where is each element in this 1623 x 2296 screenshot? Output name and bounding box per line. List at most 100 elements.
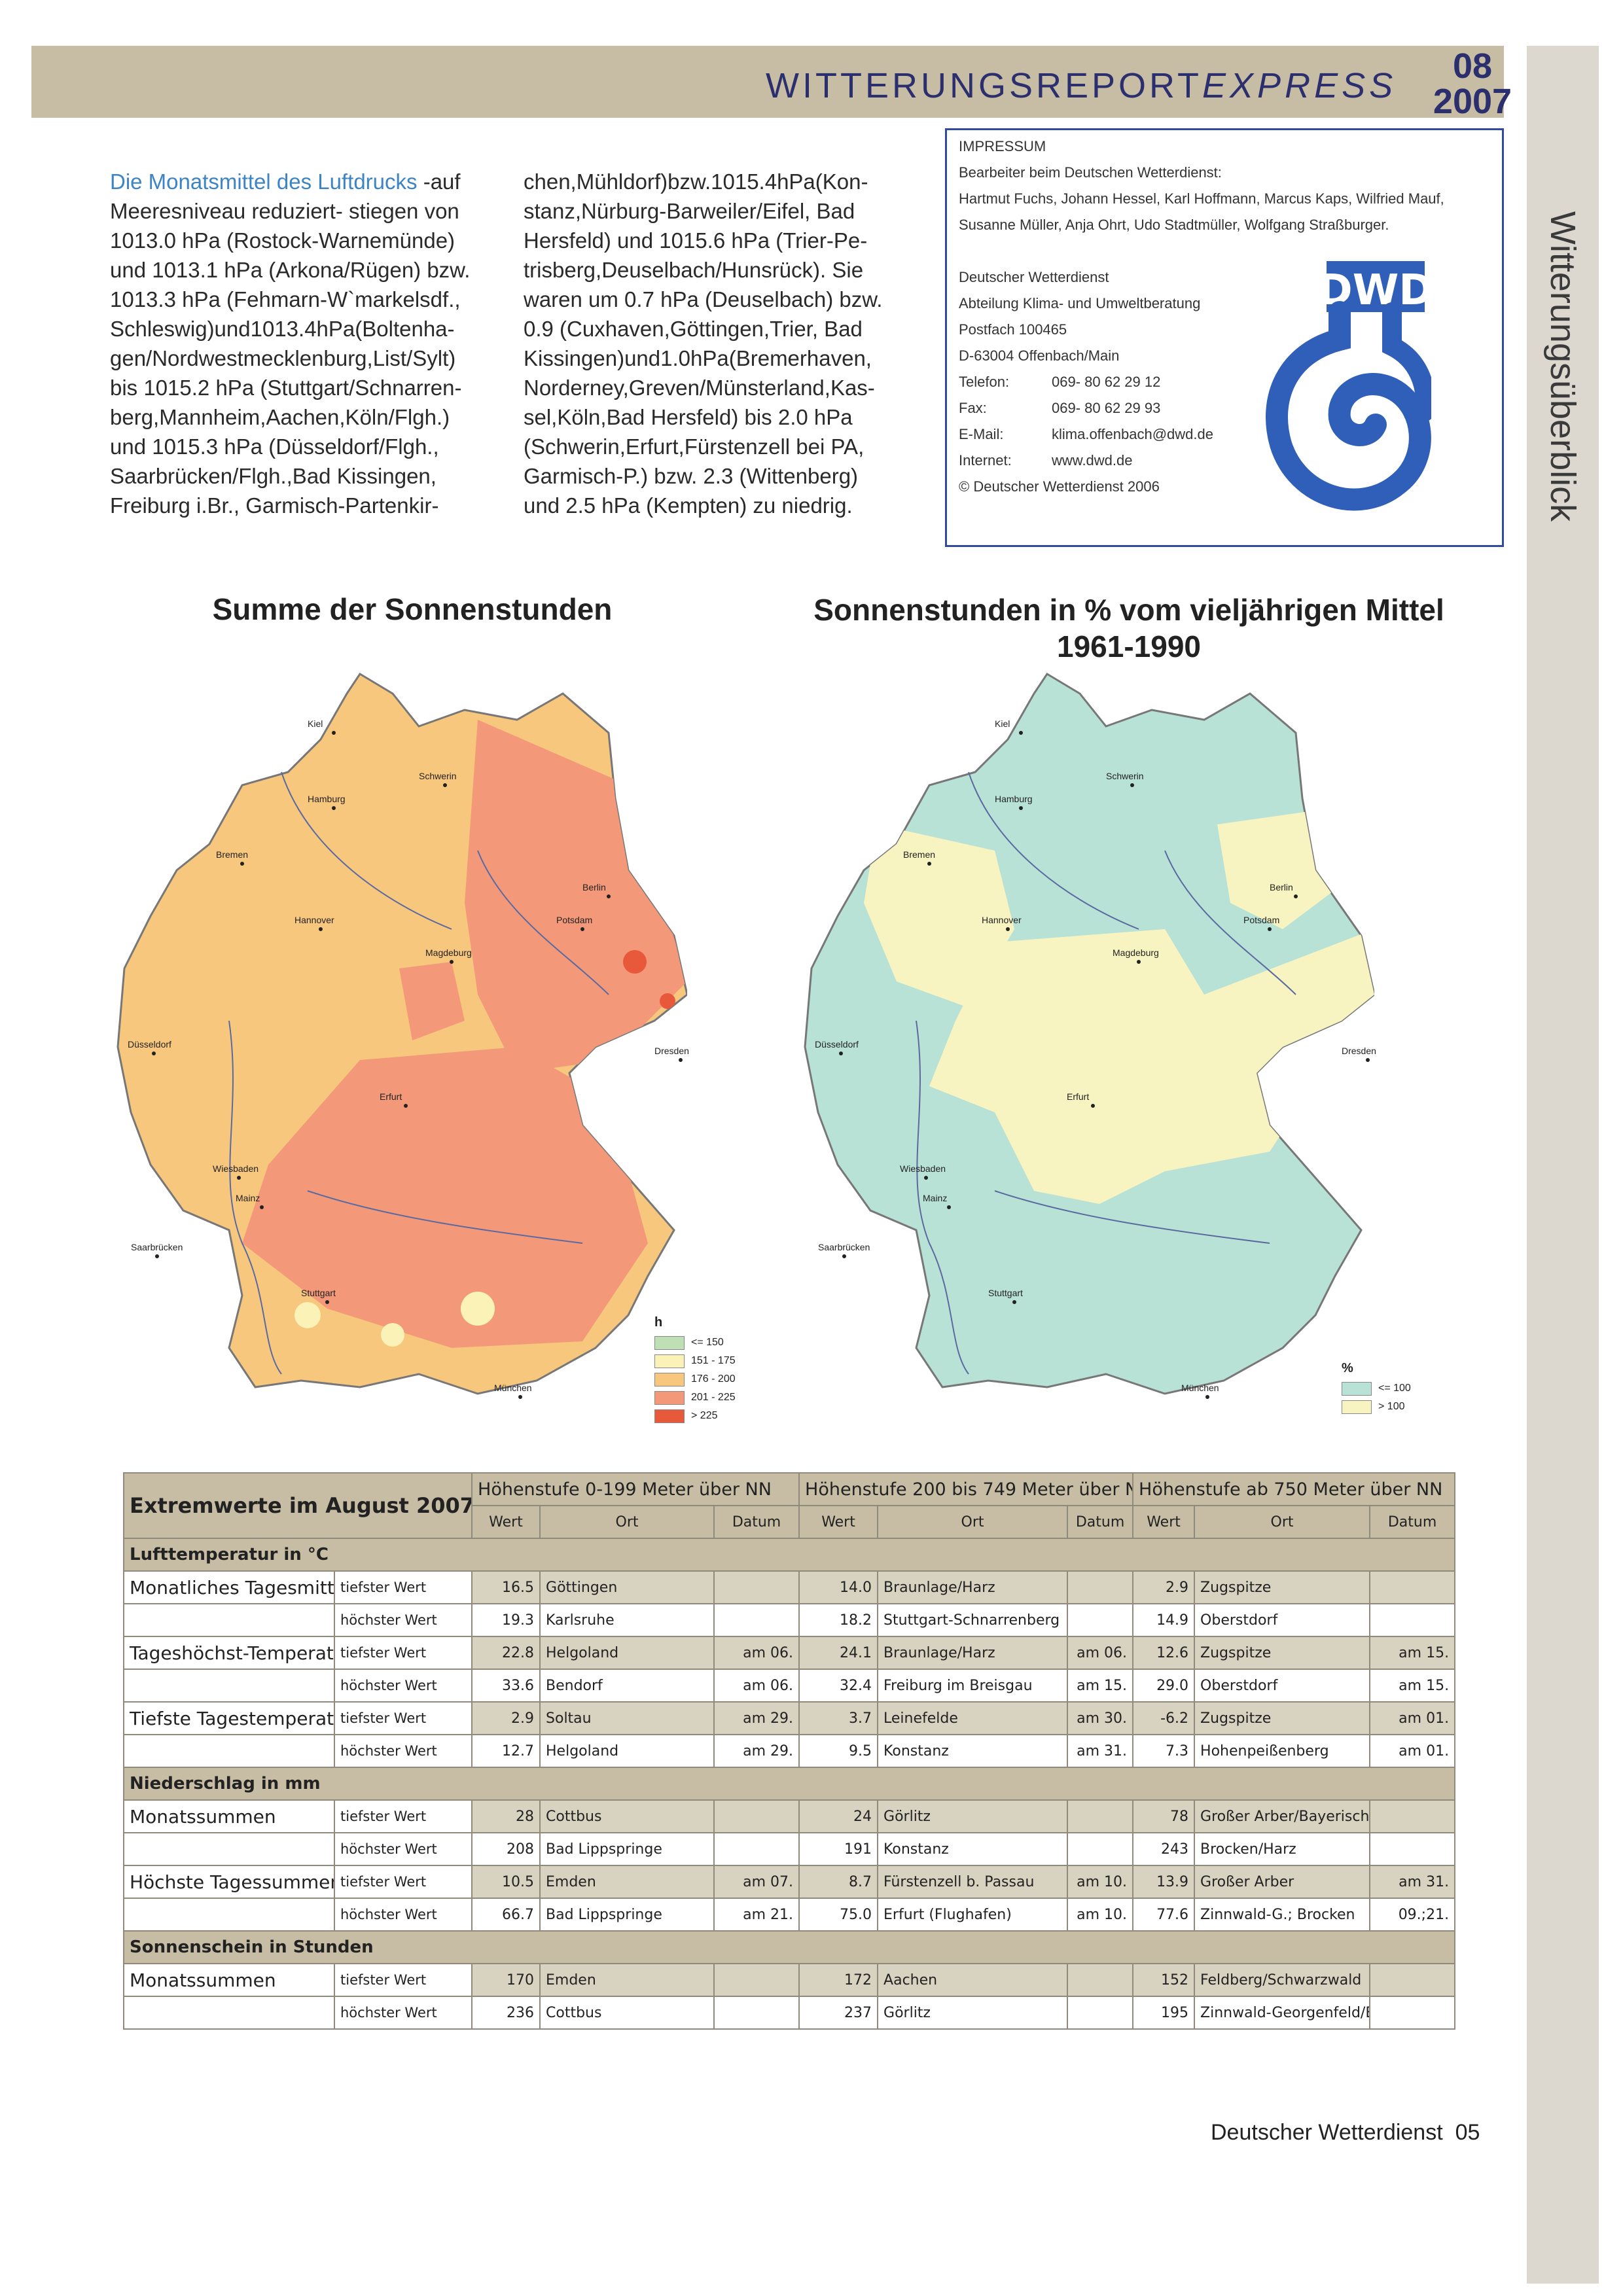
city-marker — [924, 1176, 928, 1180]
city-marker — [260, 1205, 264, 1209]
text-line: Garmisch-P.) bzw. 2.3 (Wittenberg) — [524, 464, 859, 488]
table-row: höchster Wert 19.3 Karlsruhe 18.2 Stuttgart-… — [123, 1603, 1456, 1637]
cell-value: 22.8 — [471, 1636, 541, 1670]
dwd-logo: DWD — [1266, 261, 1431, 511]
cell-date — [713, 1570, 800, 1604]
cell-place: Hohenpeißenberg — [1194, 1734, 1371, 1768]
cell-date: am 31. — [1369, 1865, 1456, 1899]
cell-date — [713, 1603, 800, 1637]
altitude-group-header: Höhenstufe ab 750 Meter über NN — [1132, 1472, 1456, 1506]
cell-date: am 15. — [1369, 1636, 1456, 1670]
impressum-postfach: Postfach 100465 — [959, 321, 1067, 338]
legend-title: h — [654, 1315, 663, 1330]
city-marker — [443, 783, 447, 787]
impressum-line: Bearbeiter beim Deutschen Wetterdienst: — [959, 164, 1222, 181]
cell-place: Zugspitze — [1194, 1636, 1371, 1670]
text-line: Schleswig)und1013.4hPa(Boltenha- — [110, 317, 455, 341]
cell-place: Cottbus — [539, 1996, 715, 2030]
impressum-web[interactable]: www.dwd.de — [1052, 452, 1133, 468]
city-marker — [237, 1176, 241, 1180]
cell-value: 14.9 — [1132, 1603, 1196, 1637]
cell-place: Großer Arber/Bayerischer Wald — [1194, 1799, 1371, 1833]
value-type: tiefster Wert — [333, 1799, 473, 1833]
column-subheader: Datum — [1369, 1505, 1456, 1539]
cell-value: 236 — [471, 1996, 541, 2030]
parameter-name: Monatssummen — [123, 1799, 335, 1833]
cell-date — [1369, 1963, 1456, 1997]
value-type: höchster Wert — [333, 1734, 473, 1768]
cell-value: 152 — [1132, 1963, 1196, 1997]
value-type: tiefster Wert — [333, 1865, 473, 1899]
table-row: höchster Wert 12.7 Helgoland am 29. 9.5 Konst… — [123, 1734, 1456, 1768]
cell-value: 78 — [1132, 1799, 1196, 1833]
city-label: Potsdam — [556, 915, 593, 925]
map1-title: Summe der Sonnenstunden — [212, 592, 613, 626]
cell-date — [1369, 1799, 1456, 1833]
impressum-mail-label: E-Mail: — [959, 426, 1004, 442]
cell-date: am 29. — [713, 1701, 800, 1735]
cell-date — [1067, 1996, 1134, 2030]
column-subheader: Ort — [1194, 1505, 1371, 1539]
cell-place: Konstanz — [877, 1832, 1069, 1866]
city-marker — [839, 1051, 843, 1055]
value-type: höchster Wert — [333, 1669, 473, 1703]
city-label: Dresden — [654, 1046, 689, 1056]
table-row: Tageshöchst-Temperatur tiefster Wert 22.8 H… — [123, 1636, 1456, 1670]
cell-place: Leinefelde — [877, 1701, 1069, 1735]
side-tab-label: Witterungsüberblick — [1543, 211, 1582, 522]
impressum-line: Susanne Müller, Anja Ohrt, Udo Stadtmüll… — [959, 217, 1389, 233]
cell-value: 7.3 — [1132, 1734, 1196, 1768]
text-line: (Schwerin,Erfurt,Fürstenzell bei PA, — [524, 434, 865, 459]
city-marker — [947, 1205, 951, 1209]
cell-value: 10.5 — [471, 1865, 541, 1899]
impressum-box: IMPRESSUM Bearbeiter beim Deutschen Wett… — [945, 128, 1504, 547]
city-marker — [1130, 783, 1134, 787]
cell-place: Erfurt (Flughafen) — [877, 1898, 1069, 1932]
city-label: Bremen — [903, 849, 936, 860]
city-label: Mainz — [923, 1193, 948, 1203]
cell-place: Göttingen — [539, 1570, 715, 1604]
legend-swatch — [1342, 1400, 1372, 1414]
city-label: Düsseldorf — [128, 1039, 171, 1050]
city-label: Saarbrücken — [131, 1242, 183, 1252]
altitude-group-header: Höhenstufe 200 bis 749 Meter über NN — [798, 1472, 1134, 1506]
cell-place: Helgoland — [539, 1636, 715, 1670]
city-marker — [152, 1051, 156, 1055]
impressum-mail[interactable]: klima.offenbach@dwd.de — [1052, 426, 1213, 442]
table-title: Extremwerte im August 2007 — [122, 1472, 473, 1539]
column-subheader: Wert — [798, 1505, 879, 1539]
table-subheader-row: Wert Ort Datum Wert Ort Datum Wert Ort Datum — [124, 1505, 1456, 1539]
table-row: höchster Wert 208 Bad Lippspringe 191 Konsta… — [123, 1832, 1456, 1866]
cell-place: Braunlage/Harz — [877, 1636, 1069, 1670]
cell-value: 12.7 — [471, 1734, 541, 1768]
text-line: Freiburg i.Br., Garmisch-Partenkir- — [110, 493, 439, 518]
cell-place: Zugspitze — [1194, 1701, 1371, 1735]
table-row: Tiefste Tagestemperatur tiefster Wert 2.9 S… — [123, 1701, 1456, 1735]
parameter-name — [123, 1734, 335, 1768]
cell-place: Oberstdorf — [1194, 1603, 1371, 1637]
cell-date — [1369, 1996, 1456, 2030]
value-type: tiefster Wert — [333, 1963, 473, 1997]
city-label: Potsdam — [1243, 915, 1280, 925]
city-marker — [927, 862, 931, 866]
section-row: Lufttemperatur in °C — [122, 1538, 1456, 1572]
cell-place: Fürstenzell b. Passau — [877, 1865, 1069, 1899]
cell-date — [1067, 1832, 1134, 1866]
cell-date — [713, 1832, 800, 1866]
altitude-group-header: Höhenstufe 0-199 Meter über NN — [471, 1472, 800, 1506]
cell-date — [713, 1799, 800, 1833]
cell-date: 09.;21. — [1369, 1898, 1456, 1932]
cell-value: 9.5 — [798, 1734, 879, 1768]
parameter-name: Monatliches Tagesmittel — [123, 1570, 335, 1604]
city-marker — [1294, 894, 1298, 898]
city-label: Erfurt — [380, 1091, 402, 1102]
cell-place: Stuttgart-Schnarrenberg — [877, 1603, 1069, 1637]
city-marker — [607, 894, 611, 898]
cell-place: Soltau — [539, 1701, 715, 1735]
legend-title: % — [1342, 1361, 1353, 1375]
cell-date: am 07. — [713, 1865, 800, 1899]
cell-date — [1067, 1799, 1134, 1833]
city-label: Schwerin — [1106, 771, 1144, 781]
text-line: chen,Mühldorf)bzw.1015.4hPa(Kon- — [524, 169, 868, 194]
city-label: Hamburg — [995, 794, 1033, 804]
